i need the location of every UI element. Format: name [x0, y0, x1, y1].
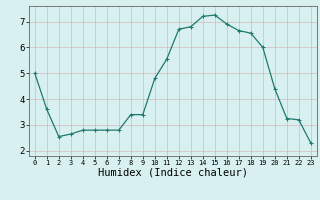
- X-axis label: Humidex (Indice chaleur): Humidex (Indice chaleur): [98, 168, 248, 178]
